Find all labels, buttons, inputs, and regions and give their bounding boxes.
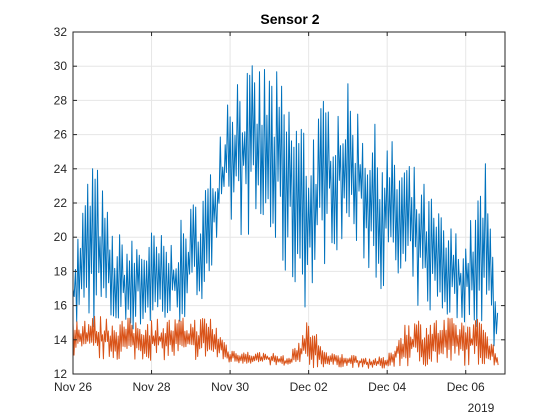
y-tick-label: 28 — [54, 93, 68, 107]
axes: 12 14 16 18 20 22 24 26 28 30 32 Nov 26 Nov 28 Nov 30… — [54, 25, 506, 394]
series-line-2 — [72, 315, 499, 369]
y-tick-label: 32 — [54, 25, 68, 39]
series-lines — [72, 65, 499, 369]
series-line-1 — [72, 65, 499, 347]
y-tick-label: 24 — [54, 162, 68, 176]
y-tick-label: 16 — [54, 299, 68, 313]
x-tick-label: Dec 06 — [447, 380, 485, 394]
x-tick-label: Dec 04 — [368, 380, 406, 394]
y-tick-label: 12 — [54, 367, 68, 381]
grid-lines — [72, 31, 505, 375]
x-tick-label: Nov 30 — [211, 380, 249, 394]
x-tick-label: Nov 26 — [54, 380, 92, 394]
y-tick-label: 18 — [54, 264, 68, 278]
x-secondary-label: 2019 — [468, 401, 495, 415]
y-tick-label: 30 — [54, 59, 68, 73]
x-tick-label: Nov 28 — [133, 380, 171, 394]
x-tick-label: Dec 02 — [290, 380, 328, 394]
chart-title: Sensor 2 — [260, 11, 319, 27]
y-tick-label: 20 — [54, 230, 68, 244]
y-tick-label: 14 — [54, 333, 68, 347]
y-tick-label: 22 — [54, 196, 68, 210]
y-tick-label: 26 — [54, 128, 68, 142]
